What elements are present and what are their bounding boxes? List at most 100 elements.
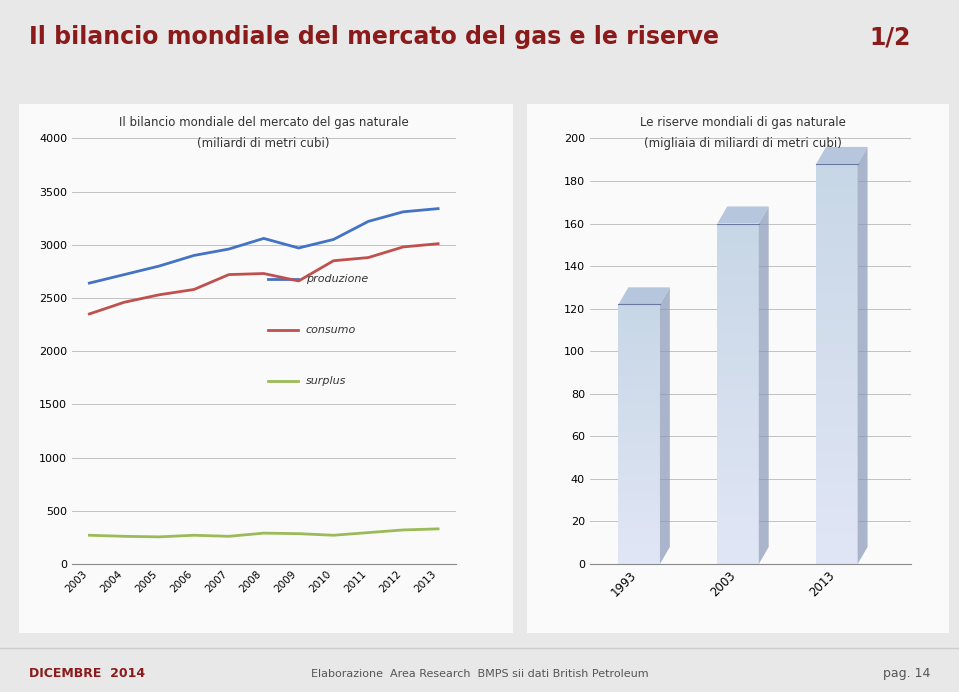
Bar: [717, 228, 759, 232]
Bar: [717, 534, 759, 538]
Bar: [619, 311, 660, 314]
Bar: [619, 506, 660, 509]
Text: 1/2: 1/2: [870, 26, 911, 49]
Text: Le riserve mondiali di gas naturale: Le riserve mondiali di gas naturale: [641, 116, 846, 129]
Bar: [619, 324, 660, 327]
Text: DICEMBRE  2014: DICEMBRE 2014: [29, 667, 145, 680]
Bar: [619, 502, 660, 506]
Bar: [619, 509, 660, 512]
Bar: [816, 329, 857, 334]
Bar: [816, 324, 857, 329]
Bar: [717, 224, 759, 228]
Bar: [717, 381, 759, 385]
Bar: [816, 424, 857, 429]
Bar: [816, 389, 857, 394]
Bar: [717, 368, 759, 372]
Text: pag. 14: pag. 14: [883, 667, 930, 680]
Bar: [816, 269, 857, 274]
Bar: [717, 385, 759, 390]
Bar: [717, 338, 759, 343]
Bar: [717, 496, 759, 500]
Bar: [717, 419, 759, 424]
Bar: [717, 457, 759, 462]
Bar: [619, 350, 660, 353]
Bar: [816, 194, 857, 199]
Bar: [816, 229, 857, 234]
Bar: [619, 370, 660, 372]
Bar: [816, 184, 857, 189]
Bar: [816, 264, 857, 269]
Bar: [717, 347, 759, 351]
Bar: [619, 516, 660, 518]
Bar: [717, 356, 759, 360]
Bar: [717, 287, 759, 291]
Bar: [816, 199, 857, 204]
Bar: [816, 259, 857, 264]
Bar: [717, 415, 759, 419]
Bar: [619, 385, 660, 389]
Bar: [816, 509, 857, 514]
Bar: [816, 219, 857, 224]
Polygon shape: [660, 287, 669, 564]
Bar: [619, 522, 660, 525]
Bar: [717, 398, 759, 402]
Polygon shape: [759, 206, 769, 564]
Bar: [717, 504, 759, 509]
Polygon shape: [619, 287, 669, 304]
Bar: [717, 471, 759, 475]
Bar: [619, 347, 660, 350]
Bar: [619, 444, 660, 447]
Bar: [816, 209, 857, 214]
Bar: [619, 512, 660, 516]
Bar: [816, 294, 857, 299]
Bar: [619, 356, 660, 360]
Bar: [816, 254, 857, 259]
Bar: [816, 234, 857, 239]
Bar: [619, 379, 660, 382]
Bar: [619, 366, 660, 370]
Bar: [619, 308, 660, 311]
Bar: [717, 275, 759, 279]
Text: Il bilancio mondiale del mercato del gas naturale: Il bilancio mondiale del mercato del gas…: [119, 116, 409, 129]
Bar: [619, 428, 660, 431]
Polygon shape: [857, 147, 868, 564]
Bar: [619, 535, 660, 538]
Bar: [619, 489, 660, 493]
Bar: [816, 174, 857, 179]
Bar: [717, 500, 759, 504]
Bar: [816, 314, 857, 319]
Bar: [816, 224, 857, 229]
Bar: [717, 411, 759, 415]
Bar: [717, 552, 759, 556]
Bar: [619, 558, 660, 561]
Bar: [816, 504, 857, 509]
Bar: [619, 441, 660, 444]
Bar: [717, 283, 759, 287]
Bar: [717, 522, 759, 526]
Bar: [816, 279, 857, 284]
Bar: [717, 462, 759, 466]
Bar: [717, 441, 759, 445]
Bar: [619, 538, 660, 541]
Bar: [717, 334, 759, 338]
Bar: [717, 432, 759, 437]
Bar: [816, 419, 857, 424]
Bar: [619, 353, 660, 356]
Bar: [717, 372, 759, 376]
Bar: [816, 214, 857, 219]
Bar: [717, 313, 759, 317]
Bar: [816, 444, 857, 449]
Bar: [619, 412, 660, 415]
Bar: [816, 349, 857, 354]
Bar: [717, 343, 759, 347]
Bar: [619, 382, 660, 385]
Bar: [717, 437, 759, 441]
Bar: [619, 334, 660, 337]
Bar: [816, 529, 857, 534]
Bar: [619, 376, 660, 379]
Bar: [717, 241, 759, 245]
FancyBboxPatch shape: [524, 98, 953, 639]
Bar: [619, 531, 660, 535]
Bar: [619, 454, 660, 457]
Bar: [816, 469, 857, 474]
